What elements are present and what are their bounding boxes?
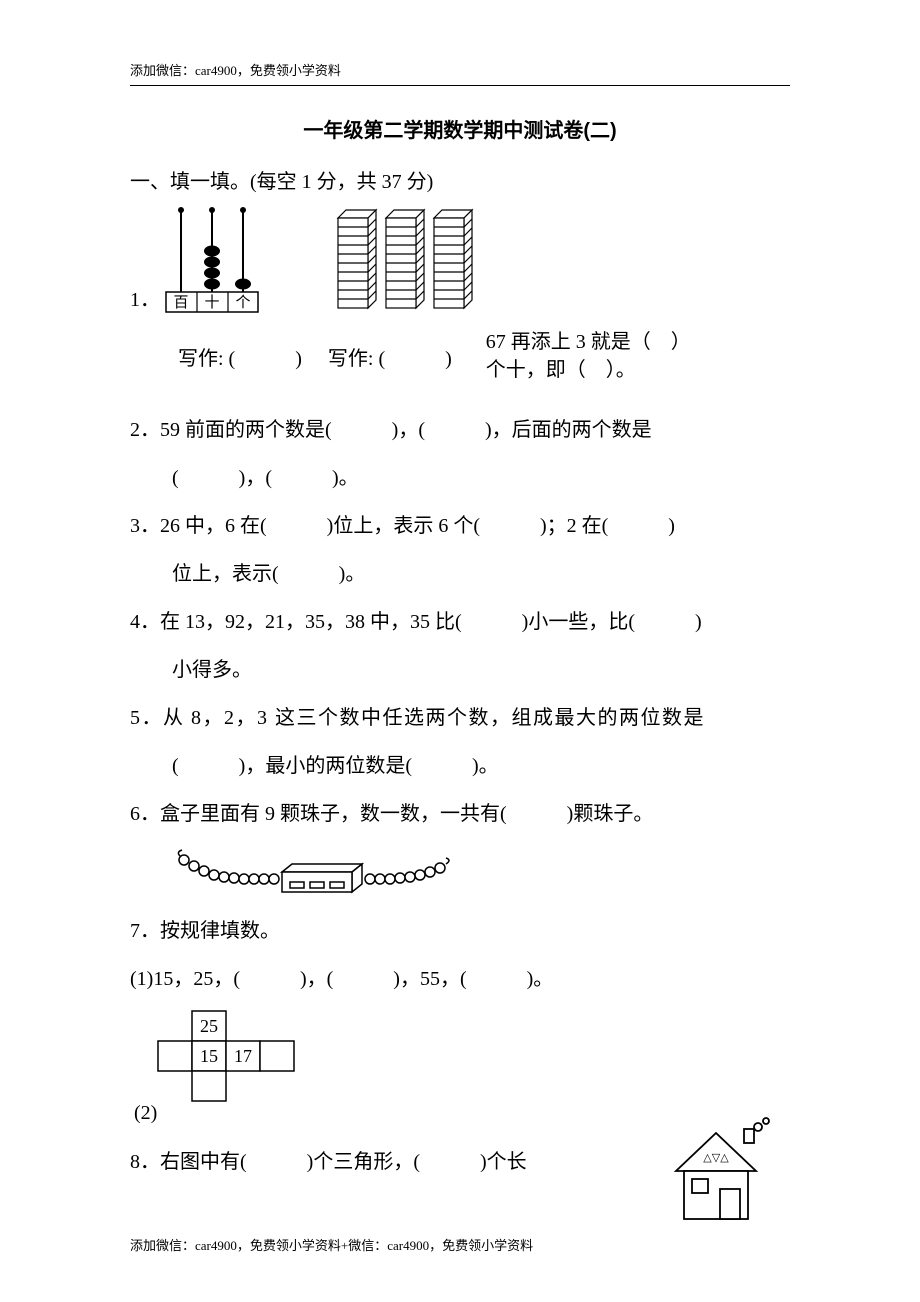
q1-write-2: 写作: ( ) bbox=[328, 342, 452, 371]
q1-number: 1． bbox=[130, 283, 160, 314]
page-title: 一年级第二学期数学期中测试卷(二) bbox=[130, 114, 790, 143]
abacus-icon: 百 十 个 bbox=[164, 204, 260, 314]
q3-line2: 位上，表示( )。 bbox=[130, 550, 790, 598]
q1-write-1: 写作: ( ) bbox=[178, 342, 302, 371]
q6-line1: 6．盒子里面有 9 颗珠子，数一数，一共有( )颗珠子。 bbox=[130, 790, 790, 838]
top-rule bbox=[130, 85, 790, 86]
q1-figure-row: 1． bbox=[130, 204, 790, 314]
cross-center: 15 bbox=[200, 1046, 218, 1066]
q7-sub1: (1)15，25，( )，( )，55，( )。 bbox=[130, 955, 790, 1003]
cross-top: 25 bbox=[200, 1016, 218, 1036]
q7-sub2-label: (2) bbox=[134, 1102, 157, 1124]
q5-line2: ( )，最小的两位数是( )。 bbox=[130, 742, 790, 790]
q7-cross-figure: 25 15> 17 (2) bbox=[130, 1007, 790, 1132]
beads-box-figure bbox=[170, 844, 790, 905]
abacus-label-shi: 十 bbox=[204, 294, 219, 311]
q5-line1: 5．从 8，2，3 这三个数中任选两个数，组成最大的两位数是 bbox=[130, 694, 790, 742]
q1-label-row: 写作: ( ) 写作: ( ) 67 再添上 3 就是（ ） 个十，即（ ）。 bbox=[130, 328, 790, 384]
q4-line2: 小得多。 bbox=[130, 646, 790, 694]
q2-line2: ( )，( )。 bbox=[130, 454, 790, 502]
abacus-label-ge: 个 bbox=[235, 294, 250, 311]
footer-note: 添加微信：car4900，免费领小学资料+微信：car4900，免费领小学资料 bbox=[130, 1235, 533, 1254]
section-1-heading: 一、填一填。(每空 1 分，共 37 分) bbox=[130, 165, 790, 194]
q3-line1: 3．26 中，6 在( )位上，表示 6 个( )；2 在( ) bbox=[130, 502, 790, 550]
q2-line1: 2．59 前面的两个数是( )，( )，后面的两个数是 bbox=[130, 406, 790, 454]
q7-line1: 7．按规律填数。 bbox=[130, 907, 790, 955]
q1-right-text: 67 再添上 3 就是（ ） 个十，即（ ）。 bbox=[486, 328, 691, 384]
header-note: 添加微信：car4900，免费领小学资料 bbox=[130, 60, 790, 79]
svg-text:△▽△: △▽△ bbox=[703, 1152, 729, 1164]
house-figure: △▽△ bbox=[662, 1115, 782, 1230]
abacus-label-bai: 百 bbox=[173, 295, 188, 311]
blocks-icon bbox=[330, 204, 490, 314]
cross-right1: 17 bbox=[234, 1046, 252, 1066]
q4-line1: 4．在 13，92，21，35，38 中，35 比( )小一些，比( ) bbox=[130, 598, 790, 646]
